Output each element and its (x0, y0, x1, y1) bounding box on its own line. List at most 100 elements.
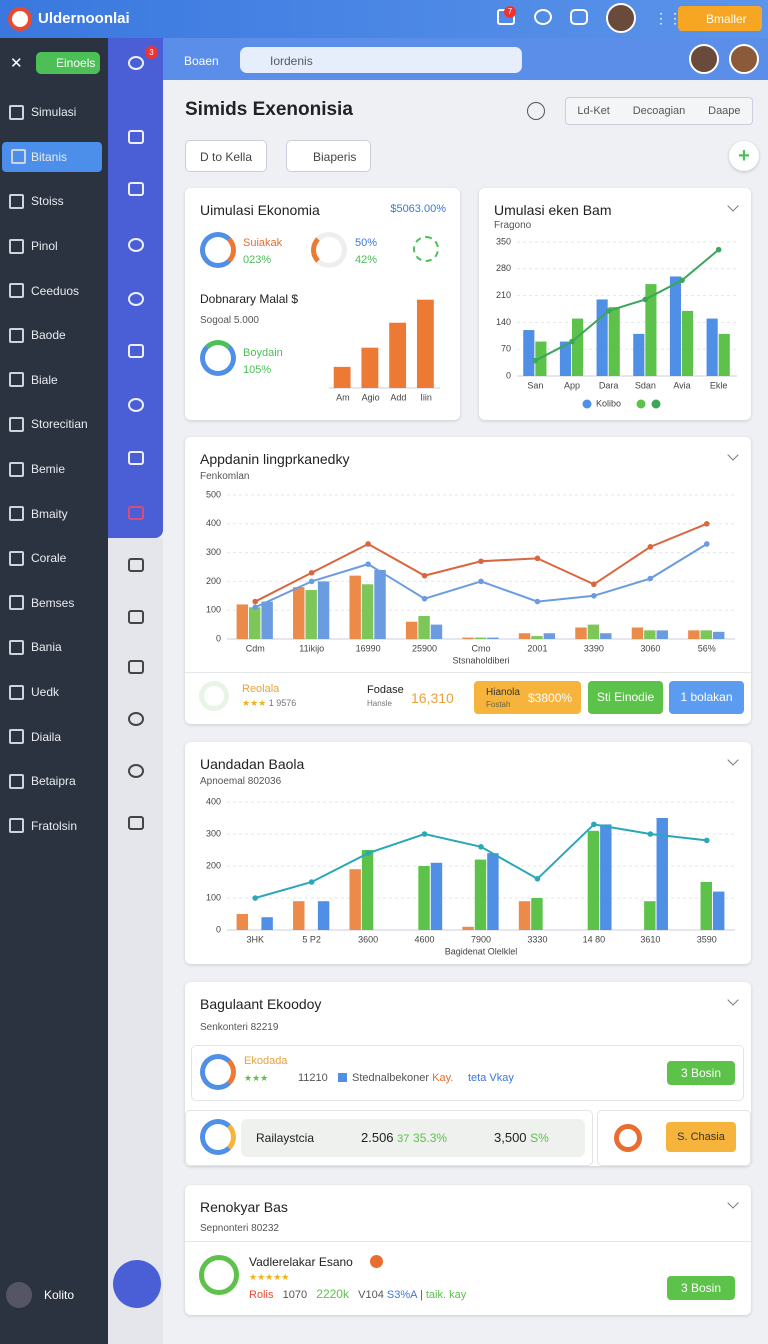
chevron[interactable] (727, 200, 739, 212)
menu-item[interactable]: Bemie (0, 447, 108, 492)
menu-item[interactable]: Bmaity (0, 491, 108, 536)
button[interactable]: 1 bolakan (669, 681, 744, 714)
chevron[interactable] (727, 754, 739, 766)
v2: 2220k (316, 1287, 349, 1301)
rail-icon[interactable] (128, 238, 144, 252)
rail-icon[interactable] (128, 712, 144, 726)
divider (185, 672, 751, 673)
avatar[interactable] (689, 44, 719, 74)
icon[interactable] (534, 9, 552, 25)
chevron[interactable] (727, 449, 739, 461)
search-box[interactable]: Iordenis (240, 47, 522, 73)
menu-item[interactable]: Bemses (0, 581, 108, 626)
legend-label: Kolibo (596, 398, 621, 408)
menu-item[interactable]: Storecitian (0, 402, 108, 447)
menu-item[interactable]: Bitanis (2, 141, 102, 172)
menu-item[interactable]: Stoiss (0, 179, 108, 224)
link[interactable]: taik. kay (425, 1289, 467, 1301)
rail-icon[interactable] (128, 344, 144, 358)
stat-value: 023% (243, 254, 272, 266)
page-title: Simids Exenonisia (185, 99, 353, 120)
button[interactable]: Sti Einodie (588, 681, 663, 714)
rail-icon[interactable] (128, 506, 144, 520)
chevron[interactable] (727, 1197, 739, 1209)
menu-item[interactable]: Betaipra (0, 759, 108, 804)
badge[interactable]: Hianola Fostah $3800% (474, 681, 581, 714)
rail-icon[interactable] (128, 56, 144, 70)
close-icon[interactable]: ✕ (10, 55, 23, 72)
rail-icon[interactable] (128, 182, 144, 196)
menu-item[interactable]: Bania (0, 625, 108, 670)
icon (199, 681, 229, 711)
button[interactable]: 3 Bosin (667, 1061, 735, 1085)
x-tick-label: Cmo (471, 643, 490, 653)
fab[interactable] (113, 1260, 161, 1308)
tabs: Ld-Ket Decoagian Daape (565, 97, 753, 125)
button[interactable]: 3 Bosin (667, 1276, 735, 1300)
menu-item[interactable]: Simulasi (0, 90, 108, 135)
card-title: Uimulasi Ekonomia (200, 202, 320, 218)
top-button[interactable]: Bmaller (678, 6, 762, 31)
bar (389, 322, 407, 388)
y-tick-label: 350 (496, 236, 511, 246)
menu-icon[interactable]: ⋮⋮ (654, 10, 682, 26)
note: Sogoal 5.000 (200, 315, 259, 326)
rail-icon[interactable] (128, 610, 144, 624)
badge-sub: Fostah (486, 700, 511, 709)
tag[interactable]: Einoels (36, 52, 100, 74)
menu-item[interactable]: Uedk (0, 670, 108, 715)
y-tick-label: 140 (496, 317, 511, 327)
rail-icon[interactable] (128, 398, 144, 412)
bar (700, 630, 712, 639)
button[interactable]: Biaperis (286, 140, 372, 172)
button[interactable]: S. Chasia (666, 1122, 736, 1152)
bar (531, 636, 543, 639)
rail-icon[interactable] (128, 292, 144, 306)
bar (572, 318, 584, 376)
x-tick-label: App (564, 380, 580, 390)
tab[interactable]: Decoagian (632, 105, 686, 117)
rail-icon[interactable] (128, 130, 144, 144)
menu-item[interactable]: Diaila (0, 714, 108, 759)
row: Ekodada ★★★ 11210 Stednalbekoner Kay. te… (191, 1045, 744, 1101)
avatar[interactable] (729, 44, 759, 74)
menu-item[interactable]: Pinol (0, 224, 108, 269)
menu-item[interactable]: Baode (0, 313, 108, 358)
bar (293, 901, 305, 930)
rail-icon[interactable] (128, 558, 144, 572)
user-icon[interactable] (6, 1282, 32, 1308)
menu-item[interactable]: Fratolsin (0, 804, 108, 849)
point (534, 876, 541, 882)
point (703, 541, 710, 547)
avatar[interactable] (606, 3, 636, 33)
bar (644, 901, 656, 930)
menu-item[interactable]: Corale (0, 536, 108, 581)
menu-item[interactable]: Biale (0, 358, 108, 403)
tab[interactable]: Ld-Ket (577, 105, 610, 117)
bar (559, 341, 572, 376)
tab[interactable]: Daape (708, 105, 741, 117)
x-tick-label: Ekle (710, 380, 728, 390)
chevron[interactable] (727, 994, 739, 1006)
v4: 3,500 (494, 1130, 527, 1145)
rail-icon[interactable] (128, 816, 144, 830)
menu-item[interactable]: Ceeduos (0, 268, 108, 313)
bar (418, 615, 430, 639)
bar (261, 601, 273, 639)
clock-icon[interactable] (527, 102, 545, 120)
point (308, 879, 315, 885)
rail-icon[interactable] (128, 451, 144, 465)
rail-icon[interactable] (128, 660, 144, 674)
sidebar-footer[interactable]: Kolito (44, 1288, 75, 1302)
link[interactable]: teta Vkay (468, 1072, 514, 1084)
row: S. Chasia (597, 1110, 751, 1166)
card: Uandadan Baola Apnoemal 802036 0 100 200 30… (185, 742, 751, 964)
icon[interactable] (570, 9, 588, 25)
point (605, 308, 612, 314)
button[interactable]: D to Kella (185, 140, 268, 172)
row-panel (241, 1119, 585, 1157)
rail-icon[interactable] (128, 764, 144, 778)
bar (249, 607, 261, 639)
add-button[interactable]: + (729, 141, 759, 171)
card: Renokyar Bas Sepnonteri 80232 Vadlerelak… (185, 1185, 751, 1315)
